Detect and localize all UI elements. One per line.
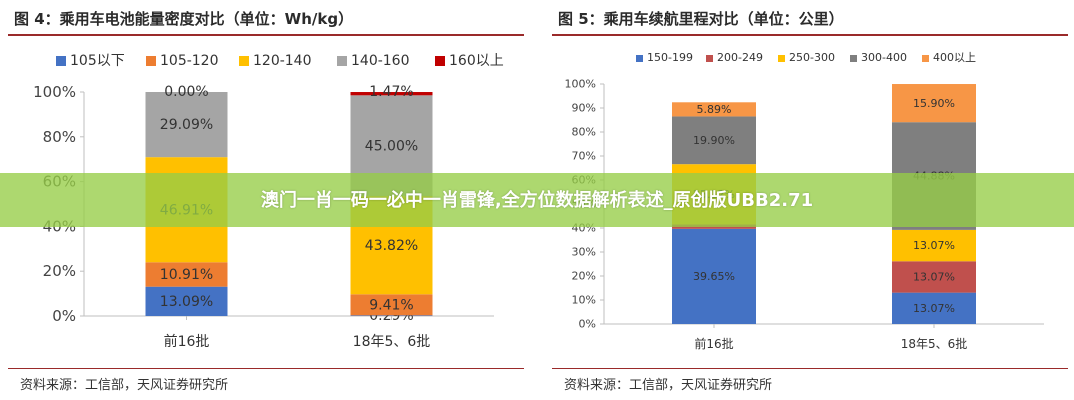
legend-swatch [56, 56, 66, 66]
data-label: 5.89% [697, 103, 732, 116]
legend-swatch [337, 56, 347, 66]
bar-segment [672, 116, 756, 165]
legend-label: 160以上 [449, 53, 504, 69]
bar-segment [145, 92, 228, 158]
legend-item: 120-140 [239, 53, 312, 69]
x-tick-label: 18年5、6批 [353, 334, 431, 350]
y-tick-label: 30% [572, 246, 596, 259]
legend-swatch [636, 55, 643, 62]
banner-text: 澳门一肖一码一必中一肖雷锋,全方位数据解析表述_原创版UBB2.71 [260, 190, 814, 211]
legend-label: 200-249 [717, 51, 763, 64]
legend-label: 150-199 [647, 51, 693, 64]
legend-item: 200-249 [706, 51, 763, 64]
y-tick-label: 70% [572, 150, 596, 163]
data-label: 19.90% [693, 134, 735, 147]
y-tick-label: 100% [565, 78, 596, 91]
legend-item: 300-400 [850, 51, 907, 64]
bar-segment [350, 294, 433, 316]
legend-swatch [239, 56, 249, 66]
legend-swatch [435, 56, 445, 66]
y-tick-label: 0% [52, 307, 76, 325]
overlay-banner [0, 173, 1074, 227]
data-label: 39.65% [693, 270, 735, 283]
y-tick-label: 0% [579, 318, 596, 331]
y-tick-label: 100% [33, 83, 76, 101]
legend-label: 250-300 [789, 51, 835, 64]
bar-segment [892, 261, 976, 293]
legend-item: 250-300 [778, 51, 835, 64]
legend-item: 150-199 [636, 51, 693, 64]
legend-label: 105以下 [70, 53, 125, 69]
x-tick-label: 前16批 [164, 333, 210, 350]
legend-item: 105-120 [146, 53, 219, 69]
x-tick-label: 18年5、6批 [901, 336, 968, 351]
data-label: 10.91% [160, 267, 213, 283]
legend-swatch [850, 55, 857, 62]
bar-segment [892, 229, 976, 262]
data-label: 13.09% [160, 294, 213, 310]
bar-segment [672, 228, 756, 324]
legend-label: 140-160 [351, 53, 410, 69]
y-tick-label: 20% [572, 270, 596, 283]
chart-title: 图 5：乘用车续航里程对比（单位：公里） [558, 10, 844, 28]
legend-swatch [146, 56, 156, 66]
bar-segment [145, 262, 228, 287]
y-tick-label: 10% [572, 294, 596, 307]
legend-swatch [706, 55, 713, 62]
data-label: 0.00% [164, 84, 208, 100]
data-label: 9.41% [369, 297, 413, 313]
legend-swatch [922, 55, 929, 62]
data-label: 15.90% [913, 97, 955, 110]
chart-title: 图 4：乘用车电池能量密度对比（单位：Wh/kg） [14, 10, 354, 28]
y-tick-label: 20% [43, 262, 76, 280]
data-label: 1.47% [369, 84, 413, 100]
legend-label: 400以上 [933, 51, 976, 64]
x-tick-label: 前16批 [694, 336, 733, 351]
data-label: 45.00% [365, 138, 418, 154]
data-label: 43.82% [365, 238, 418, 254]
source-note: 资料来源：工信部，天风证券研究所 [20, 378, 229, 393]
legend-item: 105以下 [56, 53, 125, 69]
legend-item: 160以上 [435, 53, 504, 69]
source-divider [552, 368, 1068, 369]
title-divider [552, 34, 1068, 36]
source-divider [8, 368, 524, 369]
legend-swatch [778, 55, 785, 62]
title-divider [8, 34, 524, 36]
data-label: 13.07% [913, 239, 955, 252]
data-label: 29.09% [160, 117, 213, 133]
bar-segment [672, 102, 756, 117]
source-note: 资料来源：工信部，天风证券研究所 [564, 378, 773, 393]
bar-segment [145, 286, 228, 316]
bar-segment [350, 315, 433, 316]
legend-label: 120-140 [253, 53, 312, 69]
y-tick-label: 80% [572, 126, 596, 139]
bar-segment [892, 84, 976, 123]
legend-label: 105-120 [160, 53, 219, 69]
legend-label: 300-400 [861, 51, 907, 64]
data-label: 13.07% [913, 271, 955, 284]
legend-item: 140-160 [337, 53, 410, 69]
bar-segment [350, 92, 433, 96]
y-tick-label: 80% [43, 128, 76, 146]
y-tick-label: 90% [572, 102, 596, 115]
bar-segment [892, 292, 976, 324]
data-label: 13.07% [913, 302, 955, 315]
legend-item: 400以上 [922, 51, 976, 64]
